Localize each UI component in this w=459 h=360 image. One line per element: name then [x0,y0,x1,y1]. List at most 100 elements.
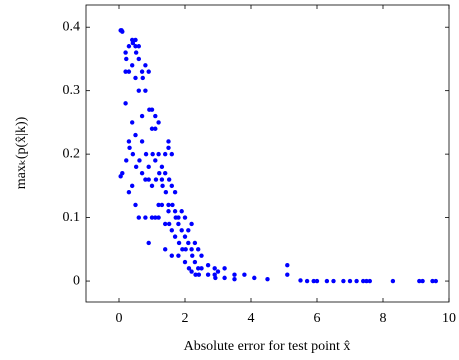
scatter-point [149,126,155,131]
scatter-point [183,247,188,252]
x-tick-label: 8 [380,311,387,326]
scatter-point [189,221,194,227]
scatter-point [169,151,174,157]
scatter-point [189,247,194,252]
scatter-point [157,170,162,176]
scatter-point [192,259,198,265]
scatter-point [130,120,135,125]
scatter-point [139,69,145,74]
scatter-point [331,278,336,284]
scatter-point [213,275,218,281]
scatter-point [189,269,194,274]
scatter-point [126,190,132,195]
scatter-point [186,228,191,233]
scatter-point [232,272,237,277]
scatter-point [172,209,178,214]
scatter-point [159,202,165,208]
scatter-point [304,278,310,284]
scatter-point [179,209,184,214]
scatter-point [170,202,175,208]
scatter-point [123,50,128,55]
scatter-point [133,132,138,138]
scatter-point [159,177,165,182]
scatter-point [130,151,136,157]
scatter-point [139,170,145,176]
scatter-point [182,215,188,220]
scatter-point [222,275,227,281]
scatter-point [212,266,217,271]
scatter-point [361,278,366,284]
scatter-point [166,177,172,182]
scatter-point [163,247,168,252]
scatter-point [180,247,185,252]
scatter-point [193,272,198,277]
plot-frame [85,4,450,303]
scatter-point [354,278,359,284]
scatter-point [123,69,128,74]
scatter-point [265,276,270,282]
scatter-point [285,262,290,268]
scatter-point [420,278,425,284]
scatter-point [182,259,188,265]
scatter-point [149,107,155,112]
scatter-point [153,158,158,163]
x-axis-label: Absolute error for test point x̂ [184,339,351,354]
scatter-point [136,56,141,62]
scatter-point [146,240,151,246]
scatter-point [222,266,227,271]
scatter-point [172,190,178,195]
y-tick-label: 0.3 [63,83,81,98]
scatter-point [232,276,237,282]
y-axis-label: maxₖ(p(x̂|k)) [14,116,29,189]
scatter-point [169,183,174,189]
scatter-point [156,120,161,125]
scatter-point [196,272,202,277]
x-tick-label: 0 [116,311,123,326]
x-tick-label: 2 [182,311,189,326]
scatter-point [133,44,138,49]
scatter-point [364,278,369,284]
scatter-point [367,278,372,284]
scatter-point [324,278,330,284]
scatter-point [311,278,316,284]
scatter-point [166,145,171,150]
scatter-point [130,183,135,189]
scatter-point [139,139,145,144]
scatter-point [169,253,174,258]
scatter-point [285,272,290,277]
scatter-point [417,278,422,284]
scatter-point [143,88,148,93]
scatter-point [124,158,129,163]
scatter-point [153,113,158,119]
scatter-point [133,75,138,81]
scatter-point [133,37,138,43]
scatter-point [176,221,181,227]
y-tick-label: 0.2 [63,146,81,161]
scatter-point [120,29,125,34]
scatter-point [163,221,168,227]
scatter-point [133,164,139,170]
scatter-point [430,278,435,284]
scatter-point [186,266,192,271]
scatter-point [179,228,184,233]
scatter-point [252,275,257,281]
scatter-point [166,202,171,208]
y-tick-label: 0 [73,273,80,288]
scatter-point [186,240,191,246]
scatter-point [205,272,211,277]
scatter-point [143,177,148,182]
scatter-point [166,209,171,214]
scatter-point [126,69,132,74]
scatter-point [199,266,204,271]
scatter-point [124,56,129,62]
scatter-point [133,202,138,208]
scatter-point [149,183,155,189]
scatter-point [130,63,135,68]
scatter-point [163,190,169,195]
scatter-point [169,228,174,233]
scatter-point [137,158,142,163]
x-tick-label: 10 [442,311,456,326]
scatter-point [192,240,198,246]
scatter-point [127,145,132,150]
